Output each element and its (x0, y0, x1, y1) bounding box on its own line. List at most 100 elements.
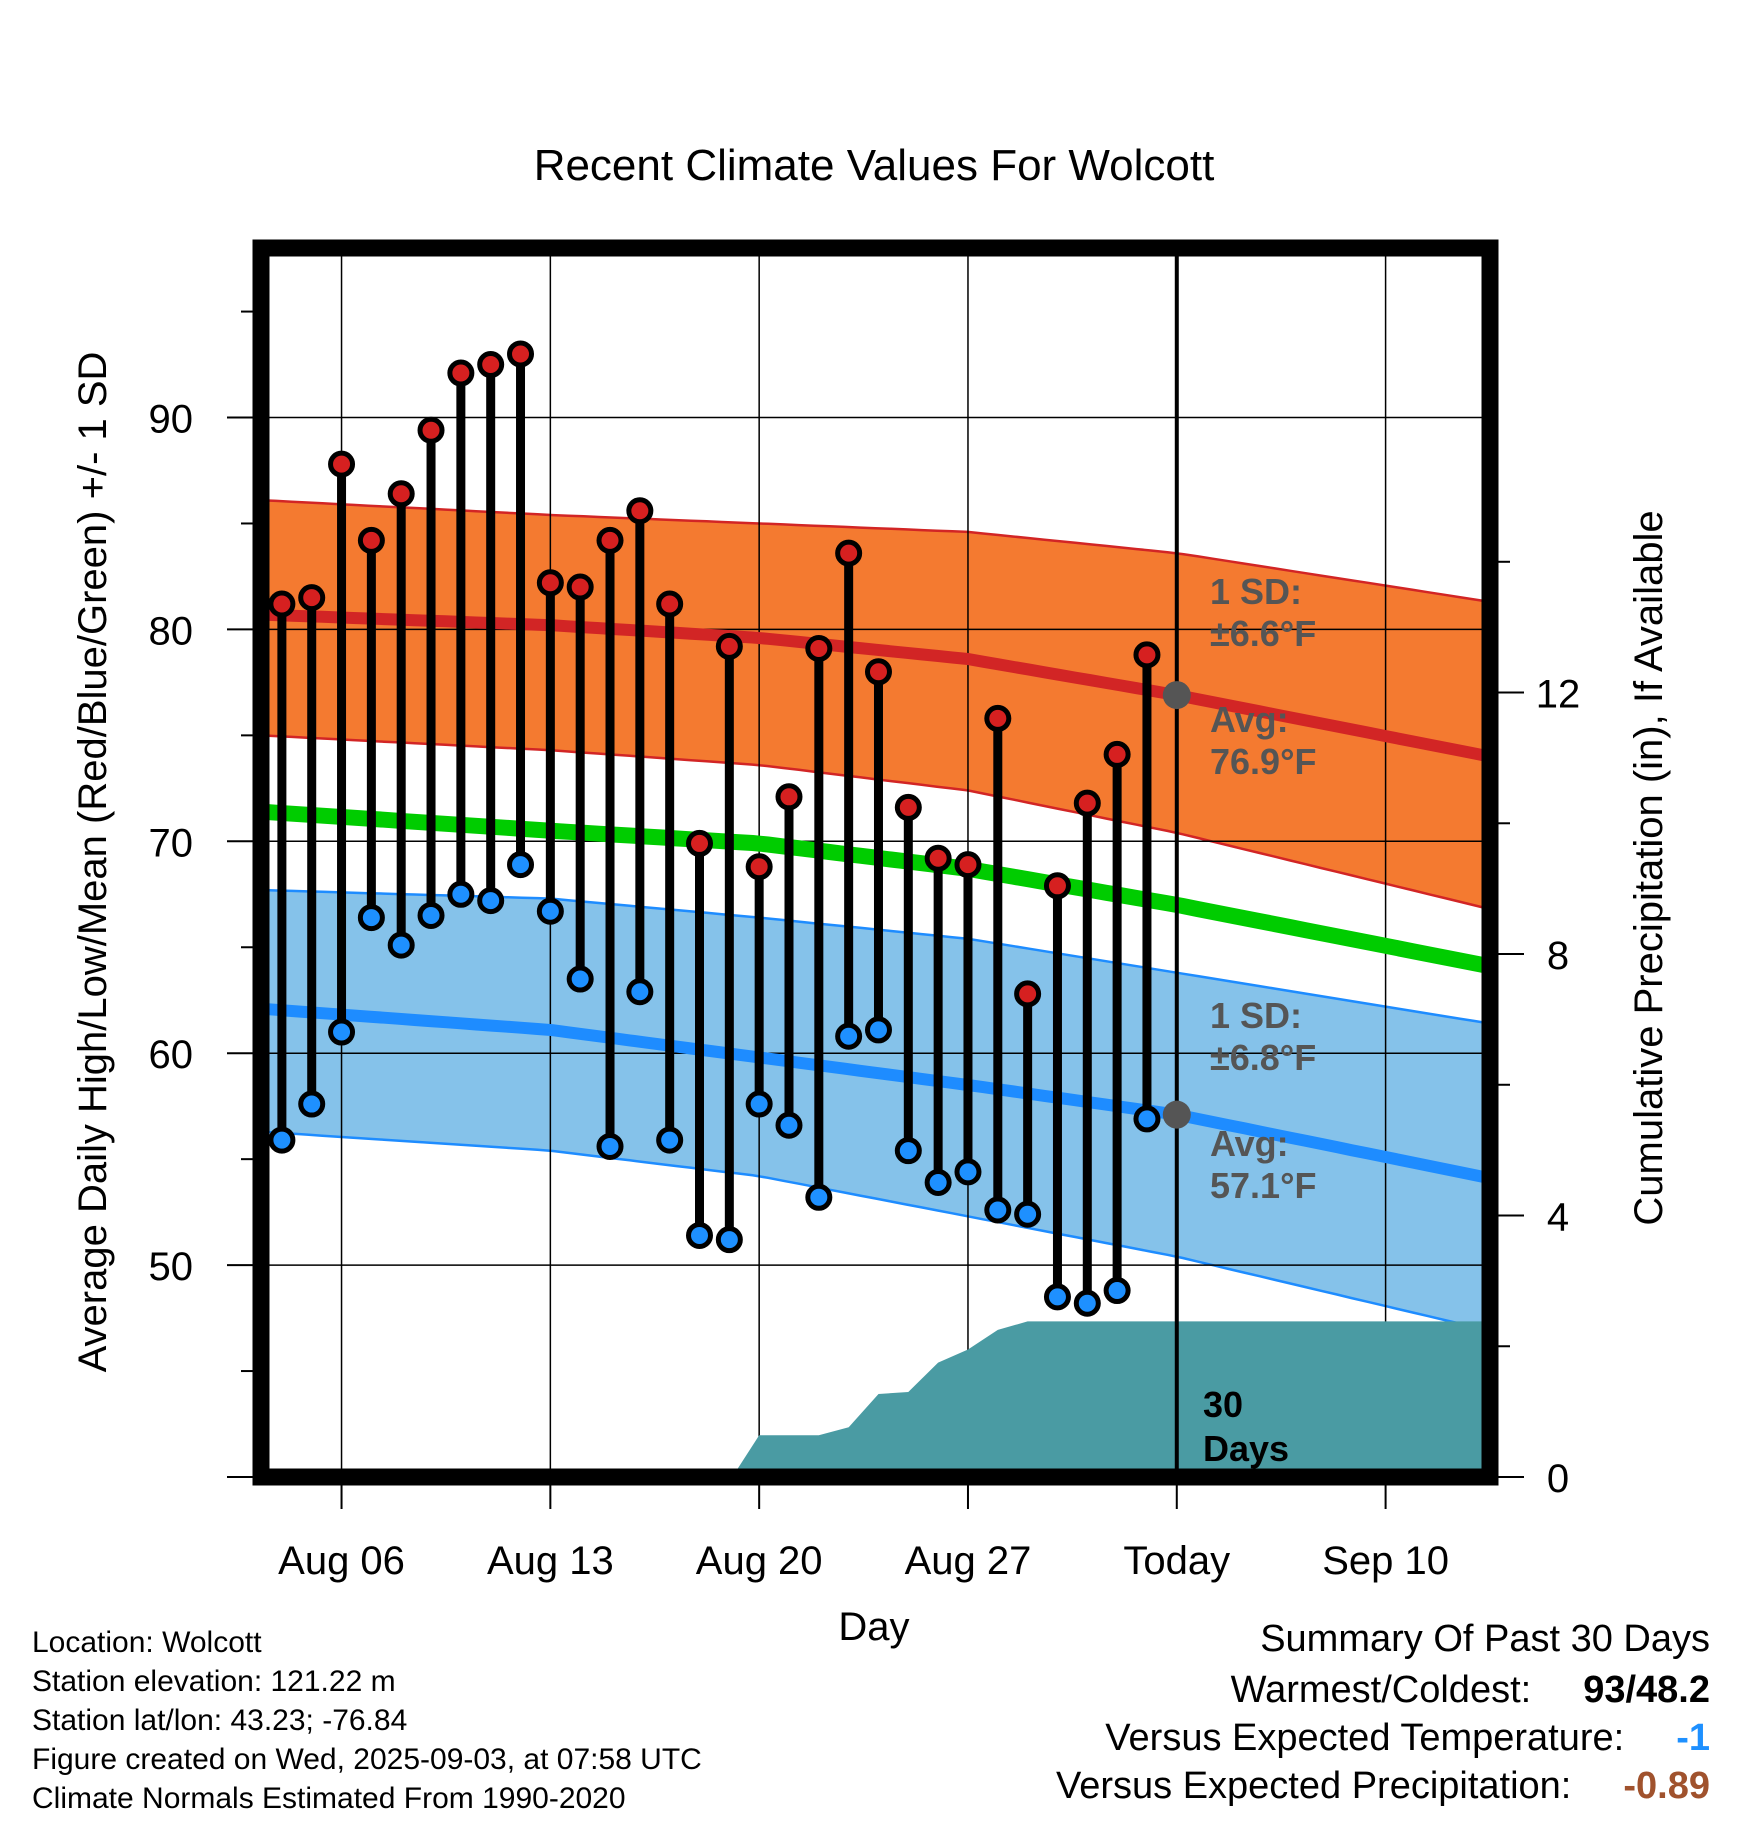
low-avg-label: Avg: (1210, 1123, 1289, 1164)
high-point (835, 539, 863, 567)
y-axis-label: Average Daily High/Low/Mean (Red/Blue/Gr… (71, 352, 115, 1373)
elevation-text: Station elevation: 121.22 m (32, 1665, 396, 1698)
y-tick-label: 60 (149, 1033, 194, 1077)
low-point (328, 1018, 356, 1046)
low-point (1043, 1283, 1071, 1311)
x-axis-ticks: Aug 06 Aug 13 Aug 20 Aug 27 Today Sep 10 (278, 1485, 1449, 1583)
y2-tick-label: 12 (1536, 673, 1581, 717)
low-point (686, 1221, 714, 1249)
precipitation-area (732, 1321, 1490, 1477)
high-point (1073, 789, 1101, 817)
low-point (954, 1158, 982, 1186)
precip-area (732, 1321, 1490, 1477)
low-point (1103, 1277, 1131, 1305)
y2-axis-ticks: 0 4 8 12 (1498, 560, 1581, 1501)
low-point (298, 1090, 326, 1118)
precip-label: Versus Expected Precipitation: (1055, 1765, 1572, 1807)
days-label: Days (1203, 1428, 1289, 1469)
precip-value: -0.89 (1623, 1765, 1710, 1807)
low-point (864, 1016, 892, 1044)
high-point (656, 590, 684, 618)
x-tick-label: Aug 06 (278, 1539, 405, 1583)
summary-panel: Summary Of Past 30 Days Warmest/Coldest:… (1056, 1618, 1710, 1808)
x-tick-label: Today (1123, 1539, 1230, 1583)
high-point (536, 569, 564, 597)
low-point (626, 978, 654, 1006)
high-point (477, 351, 505, 379)
low-point (894, 1137, 922, 1165)
high-point (1133, 641, 1161, 669)
warmest-value: 93/48.2 (1583, 1669, 1710, 1711)
normal-high-line (260, 608, 1492, 763)
low-point (745, 1090, 773, 1118)
low-sd-band (261, 890, 1490, 1331)
high-point (686, 829, 714, 857)
x-tick-label: Sep 10 (1322, 1539, 1449, 1583)
y-tick-label: 50 (149, 1245, 194, 1289)
low-point (924, 1168, 952, 1196)
high-point (715, 632, 743, 660)
high-point (1014, 980, 1042, 1008)
station-info: Location: Wolcott Station elevation: 121… (32, 1623, 702, 1818)
x-tick-label: Aug 13 (487, 1539, 614, 1583)
high-point (954, 851, 982, 879)
y2-axis-label: Cumulative Precipitation (in), If Availa… (1627, 510, 1671, 1225)
x-tick-label: Aug 27 (905, 1539, 1032, 1583)
low-point (566, 965, 594, 993)
high-point (805, 634, 833, 662)
days-count: 30 (1203, 1384, 1243, 1425)
low-sd-value: ±6.8°F (1210, 1037, 1316, 1078)
today-low-avg-dot (1162, 1100, 1191, 1129)
low-point (387, 931, 415, 959)
chart-title: Recent Climate Values For Wolcott (534, 141, 1215, 190)
summary-precip-row: Versus Expected Precipitation: -0.89 (1056, 1765, 1710, 1808)
location-text: Location: Wolcott (32, 1626, 262, 1659)
low-sd-label: 1 SD: (1210, 995, 1302, 1036)
high-point (864, 658, 892, 686)
low-point (715, 1226, 743, 1254)
today-marker (1162, 248, 1191, 1477)
low-point (984, 1196, 1012, 1224)
summary-title: Summary Of Past 30 Days (1260, 1618, 1710, 1660)
daily-points (268, 340, 1161, 1317)
high-point (507, 340, 535, 368)
today-high-avg-dot (1162, 681, 1191, 710)
high-point (626, 497, 654, 525)
y-tick-label: 80 (149, 609, 194, 653)
created-text: Figure created on Wed, 2025-09-03, at 07… (32, 1743, 702, 1776)
y-tick-label: 90 (149, 398, 194, 442)
high-point (984, 704, 1012, 732)
low-point (536, 897, 564, 925)
band-annotations: 1 SD: ±6.6°F Avg: 76.9°F 1 SD: ±6.8°F Av… (1203, 571, 1316, 1469)
low-point (656, 1126, 684, 1154)
low-point (805, 1183, 833, 1211)
x-tick-label: Aug 20 (696, 1539, 823, 1583)
low-point (507, 851, 535, 879)
summary-temp-row: Versus Expected Temperature: -1 (1056, 1717, 1710, 1760)
high-band-upper-edge (260, 498, 1491, 604)
plot-frame (252, 239, 1499, 1486)
latlon-text: Station lat/lon: 43.23; -76.84 (32, 1704, 408, 1737)
low-point (357, 904, 385, 932)
low-point (596, 1132, 624, 1160)
high-point (1103, 740, 1131, 768)
high-point (447, 359, 475, 387)
high-point (268, 590, 296, 618)
temp-label: Versus Expected Temperature: (1105, 1717, 1625, 1759)
low-point (1133, 1105, 1161, 1133)
y-axis-ticks: 50 60 70 80 90 (149, 310, 253, 1478)
y2-tick-label: 4 (1547, 1196, 1569, 1240)
low-point (268, 1126, 296, 1154)
normals-text: Climate Normals Estimated From 1990-2020 (32, 1782, 626, 1815)
low-avg-value: 57.1°F (1210, 1165, 1316, 1206)
high-point (387, 480, 415, 508)
high-point (1043, 872, 1071, 900)
low-point (447, 880, 475, 908)
high-sd-value: ±6.6°F (1210, 613, 1316, 654)
low-point (417, 901, 445, 929)
high-point (775, 783, 803, 811)
high-point (417, 416, 445, 444)
y-tick-label: 70 (149, 821, 194, 865)
high-point (298, 584, 326, 612)
